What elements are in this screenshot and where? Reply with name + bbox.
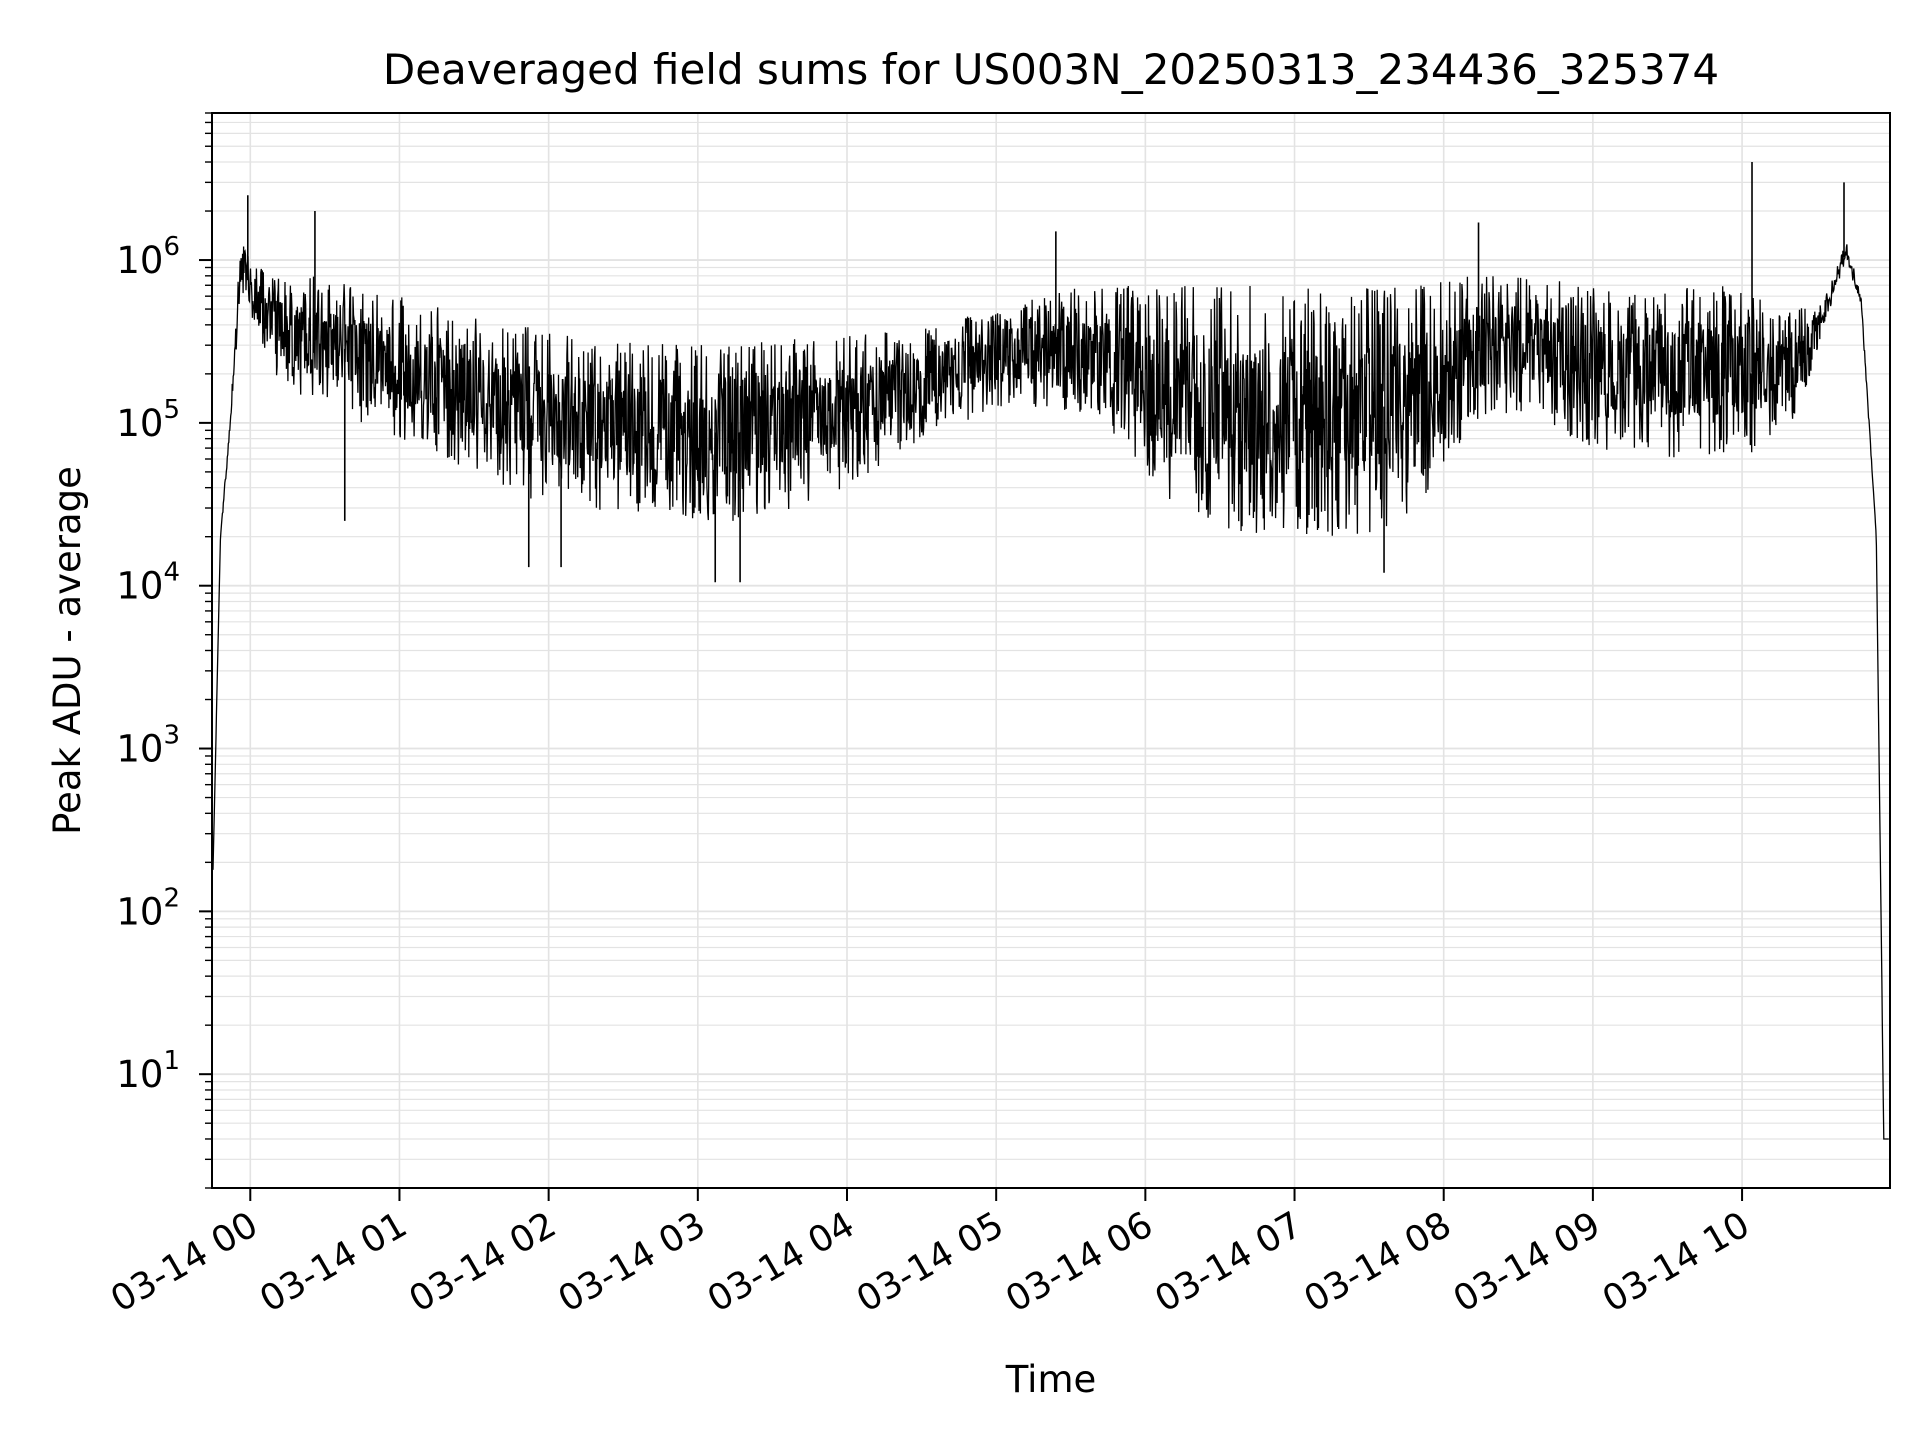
y-tick-label: 103 <box>116 721 180 771</box>
y-tick-base: 10 <box>116 239 163 282</box>
y-tick-label: 105 <box>116 395 180 445</box>
y-tick-label: 104 <box>116 558 180 608</box>
y-tick-exponent: 5 <box>163 395 180 425</box>
x-tick-label: 03-14 06 <box>999 1204 1160 1320</box>
y-tick-label: 101 <box>116 1046 180 1096</box>
y-tick-base: 10 <box>116 728 163 771</box>
y-tick-base: 10 <box>116 1053 163 1096</box>
y-tick-exponent: 2 <box>163 883 180 913</box>
x-tick-label: 03-14 00 <box>104 1204 265 1320</box>
x-tick-label: 03-14 05 <box>850 1204 1011 1320</box>
x-axis-label: Time <box>1005 1358 1097 1401</box>
y-tick-label: 106 <box>116 232 180 282</box>
x-tick-label: 03-14 04 <box>701 1204 862 1320</box>
y-tick-base: 10 <box>116 890 163 933</box>
x-tick-label: 03-14 02 <box>402 1204 563 1320</box>
y-tick-base: 10 <box>116 402 163 445</box>
series-line <box>212 244 1889 1140</box>
y-axis-label: Peak ADU - average <box>46 466 89 835</box>
x-tick-label: 03-14 10 <box>1596 1204 1757 1320</box>
x-tick-label: 03-14 01 <box>253 1204 414 1320</box>
x-tick-label: 03-14 09 <box>1447 1204 1608 1320</box>
y-tick-exponent: 3 <box>163 721 180 751</box>
x-tick-label: 03-14 03 <box>552 1204 713 1320</box>
x-tick-label: 03-14 08 <box>1298 1204 1459 1320</box>
y-tick-exponent: 1 <box>163 1046 180 1076</box>
x-tick-label: 03-14 07 <box>1148 1204 1309 1320</box>
chart-title: Deaveraged field sums for US003N_2025031… <box>383 45 1719 94</box>
grid-lines <box>212 112 1890 1189</box>
series-signal <box>212 162 1889 1140</box>
y-tick-base: 10 <box>116 565 163 608</box>
y-tick-label: 102 <box>116 883 180 933</box>
y-tick-exponent: 4 <box>163 558 180 588</box>
y-tick-exponent: 6 <box>163 232 180 262</box>
